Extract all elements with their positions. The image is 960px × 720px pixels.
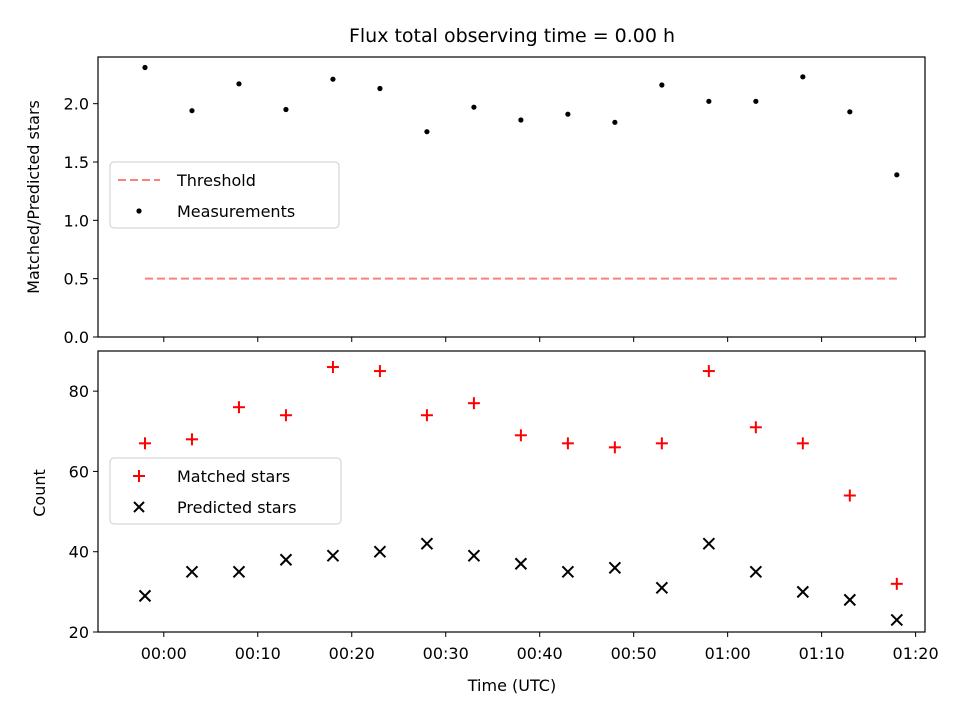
bottom-axes-frame xyxy=(97,350,926,633)
legend-matched-label: Matched stars xyxy=(177,467,290,486)
top-x-ticks xyxy=(163,337,917,342)
measurement-point xyxy=(471,104,477,110)
measurement-point xyxy=(565,111,571,117)
measurement-point xyxy=(800,74,806,80)
matched-star-point xyxy=(420,409,433,422)
predicted-star-point xyxy=(890,613,904,627)
legend-predicted-label: Predicted stars xyxy=(177,498,297,517)
predicted-star-point xyxy=(232,565,246,578)
predicted-star-point xyxy=(185,565,199,578)
top-legend-box xyxy=(109,161,340,229)
bottom-y-tick-label: 60 xyxy=(69,462,89,481)
bottom-legend-box xyxy=(109,457,342,525)
matched-star-point xyxy=(373,365,386,378)
measurement-point xyxy=(753,98,759,104)
matched-star-point xyxy=(561,437,574,450)
top-y-tick-label: 1.0 xyxy=(64,211,89,230)
top-plot-area xyxy=(142,64,900,280)
bottom-y-tick-label: 80 xyxy=(69,382,89,401)
predicted-star-point xyxy=(326,549,340,562)
matched-star-point xyxy=(890,577,903,590)
x-tick-label: 00:00 xyxy=(141,644,187,663)
bottom-y-axis-label: Count xyxy=(30,469,49,517)
matched-star-point xyxy=(749,421,762,434)
predicted-star-point xyxy=(843,593,857,607)
bottom-y-tick-label: 40 xyxy=(69,543,89,562)
x-tick-label: 01:10 xyxy=(799,644,845,663)
matched-star-point xyxy=(467,397,480,410)
x-tick-label: 00:20 xyxy=(329,644,375,663)
predicted-star-point xyxy=(138,589,152,603)
matched-star-point xyxy=(232,401,245,414)
bottom-x-ticks: 00:00 00:10 00:20 00:30 00:40 00:50 01:00 01:10… xyxy=(141,632,939,663)
predicted-star-point xyxy=(655,581,669,595)
predicted-star-point xyxy=(561,565,575,578)
bottom-panel: Count Time (UTC) 20 40 60 80 00:00 00:10 00:2… xyxy=(30,350,939,695)
measurement-point xyxy=(142,64,148,71)
x-tick-label: 00:30 xyxy=(423,644,469,663)
matched-star-point xyxy=(702,365,715,378)
measurement-point xyxy=(377,85,383,92)
matched-star-point xyxy=(279,409,292,422)
bottom-legend: Matched stars Predicted stars xyxy=(109,457,342,525)
top-y-ticks: 0.0 0.5 1.0 1.5 2.0 xyxy=(64,95,98,347)
legend-predicted-marker xyxy=(133,501,145,513)
predicted-star-point xyxy=(702,537,716,550)
x-axis-label: Time (UTC) xyxy=(467,676,556,695)
measurement-point xyxy=(894,172,900,178)
predicted-star-point xyxy=(796,585,810,599)
measurement-point xyxy=(706,98,712,104)
top-legend: Threshold Measurements xyxy=(109,161,340,229)
predicted-star-point xyxy=(608,561,622,574)
top-panel: Flux total observing time = 0.00 h Match… xyxy=(24,25,926,347)
predicted-star-point xyxy=(467,549,481,562)
measurement-point xyxy=(236,81,242,87)
x-tick-label: 01:20 xyxy=(893,644,939,663)
predicted-star-point xyxy=(514,557,528,570)
top-y-tick-label: 0.0 xyxy=(64,328,89,347)
matched-star-point xyxy=(608,441,621,454)
top-axes-frame xyxy=(97,56,926,338)
predicted-star-point xyxy=(279,553,293,566)
bottom-y-ticks: 20 40 60 80 xyxy=(69,382,98,642)
measurement-point xyxy=(847,109,853,115)
matched-star-point xyxy=(514,429,527,442)
top-y-tick-label: 0.5 xyxy=(64,270,89,289)
predicted-star-point xyxy=(373,545,387,558)
top-y-tick-label: 1.5 xyxy=(64,153,89,172)
bottom-y-tick-label: 20 xyxy=(69,623,89,642)
measurement-point xyxy=(659,82,665,88)
legend-measurements-label: Measurements xyxy=(177,202,295,221)
matched-star-point xyxy=(326,361,339,374)
chart-title: Flux total observing time = 0.00 h xyxy=(349,25,675,47)
measurement-point xyxy=(283,106,289,113)
x-tick-label: 00:40 xyxy=(517,644,563,663)
x-tick-label: 01:00 xyxy=(705,644,751,663)
predicted-star-point xyxy=(420,537,434,550)
x-tick-label: 00:10 xyxy=(235,644,281,663)
legend-threshold-label: Threshold xyxy=(176,171,256,190)
legend-measurements-marker xyxy=(136,208,142,214)
bottom-plot-area xyxy=(138,361,904,627)
predicted-star-point xyxy=(749,565,763,578)
x-tick-label: 00:50 xyxy=(611,644,657,663)
measurement-point xyxy=(424,129,430,135)
measurement-point xyxy=(612,119,618,125)
top-y-axis-label: Matched/Predicted stars xyxy=(24,100,43,294)
measurement-point xyxy=(518,117,524,123)
measurement-point xyxy=(189,108,195,114)
measurement-point xyxy=(330,76,336,82)
matched-star-point xyxy=(655,437,668,450)
top-y-tick-label: 2.0 xyxy=(64,95,89,114)
matched-star-point xyxy=(843,489,856,502)
legend-matched-marker xyxy=(133,470,145,482)
matched-star-point xyxy=(185,433,198,446)
matched-star-point xyxy=(796,437,809,450)
matched-star-point xyxy=(138,437,151,450)
